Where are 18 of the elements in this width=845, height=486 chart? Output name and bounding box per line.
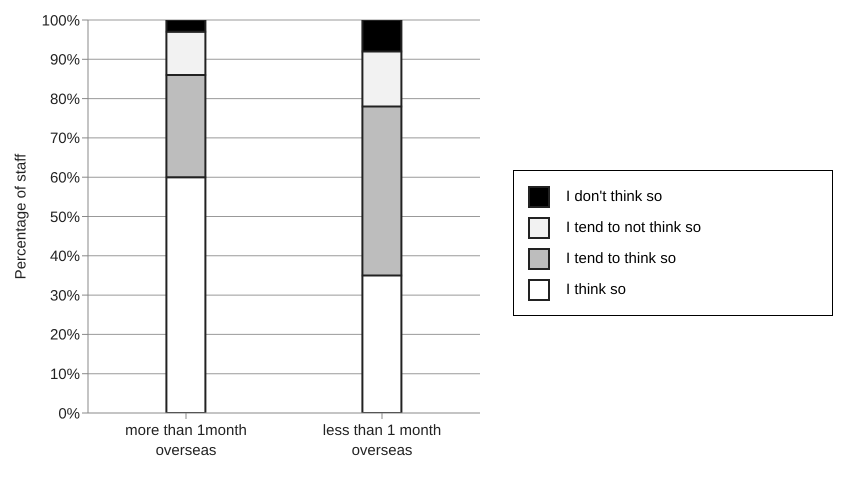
y-tick-label: 70% xyxy=(50,130,80,148)
y-tick-label: 10% xyxy=(50,366,80,384)
y-tick-label: 50% xyxy=(50,208,80,226)
y-axis-title: Percentage of staff xyxy=(12,152,30,280)
x-tick-label: more than 1month overseas xyxy=(125,422,247,459)
y-tick-label: 100% xyxy=(42,12,80,30)
legend-label: I think so xyxy=(566,281,626,298)
y-tick-label: 90% xyxy=(50,52,80,69)
y-tick-label: 80% xyxy=(50,90,80,108)
y-tick-label: 20% xyxy=(50,326,80,344)
x-tick-label: less than 1 month overseas xyxy=(322,422,442,459)
y-tick-label: 30% xyxy=(50,287,80,304)
y-tick-label: 40% xyxy=(50,248,80,266)
legend-label: I tend to not think so xyxy=(566,219,702,236)
y-tick-label: 60% xyxy=(50,170,80,187)
y-tick-label: 0% xyxy=(58,405,80,422)
legend-label: I don't think so xyxy=(566,188,662,205)
legend-label: I tend to think so xyxy=(566,250,676,267)
